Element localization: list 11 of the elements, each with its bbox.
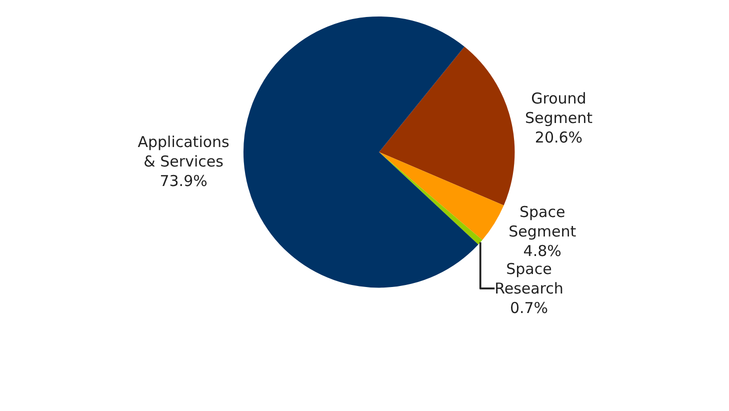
- data-label: 4.8%: [523, 242, 562, 260]
- pie-slice: [244, 16, 478, 288]
- data-label: 0.7%: [510, 298, 548, 317]
- slice-label: Applications & Services: [138, 133, 230, 171]
- pie-slice: [379, 152, 504, 240]
- data-label: 73.9%: [160, 172, 208, 190]
- slice-label: Ground Segment: [524, 89, 593, 127]
- pie-slice: [379, 46, 515, 206]
- data-label: 20.6%: [534, 128, 583, 146]
- slice-label: Space Research: [494, 260, 564, 298]
- slice-label: Space Segment: [508, 202, 576, 240]
